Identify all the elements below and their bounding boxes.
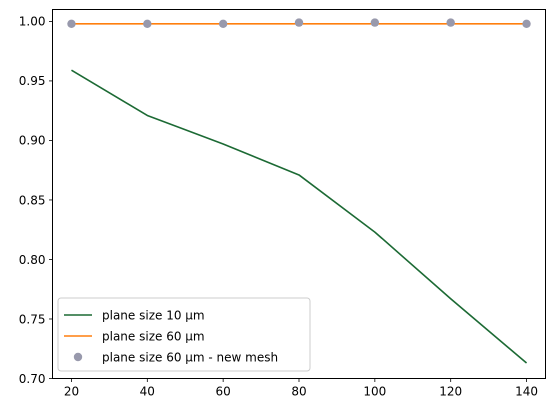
y-tick-label: 0.75 [19,312,46,326]
x-tick-label: 40 [140,385,155,399]
series-point [294,18,304,27]
series-point [370,18,380,27]
x-axis: 20 40 60 80 100 120 140 [64,378,538,399]
x-tick-label: 20 [64,385,79,399]
y-tick-label: 0.85 [19,193,46,207]
series-point [143,19,152,28]
series-point [67,19,76,28]
x-tick-label: 80 [291,385,306,399]
y-tick-label: 0.80 [19,253,46,267]
legend-box [57,297,311,372]
legend-label: plane size 10 µm [102,308,205,322]
series-point [522,19,531,28]
y-tick-label: 0.90 [19,134,46,148]
y-tick-label: 0.70 [19,372,46,386]
y-tick-label: 0.95 [19,74,46,88]
y-tick-label: 1.00 [19,15,46,29]
legend-swatch-marker [73,352,83,362]
legend: plane size 10 µm plane size 60 µm plane si… [57,297,311,372]
legend-label: plane size 60 µm - new mesh [102,350,278,364]
x-tick-label: 120 [439,385,462,399]
x-tick-label: 140 [515,385,538,399]
series-line-1 [71,69,528,364]
legend-label: plane size 60 µm [102,329,205,343]
x-tick-label: 100 [363,385,386,399]
series-layer [67,18,531,364]
series-point [218,19,228,28]
x-tick-label: 60 [216,385,231,399]
series-point [446,18,455,27]
y-axis: 0.70 0.75 0.80 0.85 0.90 0.95 1.00 [19,15,53,386]
